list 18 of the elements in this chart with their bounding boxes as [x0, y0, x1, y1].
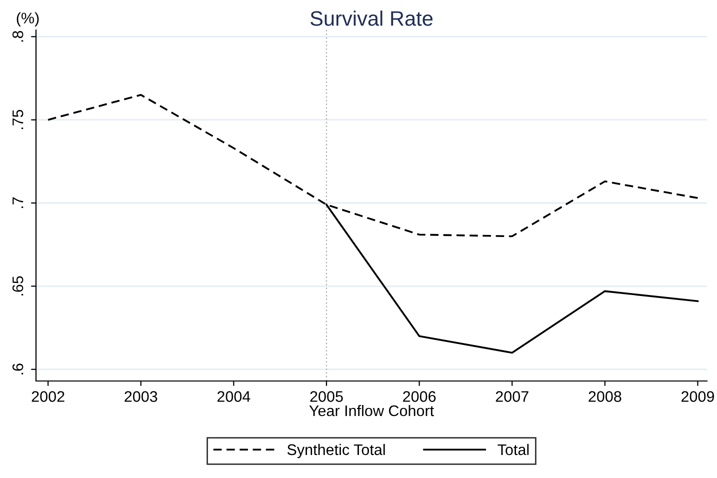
x-tick-label: 2007 — [496, 391, 528, 402]
x-tick-label: 2002 — [32, 391, 64, 402]
x-tick-label: 2008 — [588, 391, 622, 402]
x-tick-label: 2003 — [124, 391, 158, 402]
x-tick-label: 2004 — [217, 391, 250, 402]
x-axis-title: Year Inflow Cohort — [309, 404, 434, 416]
y-tick-label: .7 — [12, 197, 24, 208]
x-tick-label: 2006 — [403, 391, 436, 402]
y-tick-label: .8 — [12, 30, 24, 42]
chart-title: Survival Rate — [310, 10, 433, 26]
y-axis-title: (%) — [16, 12, 39, 26]
legend-label: Synthetic Total — [287, 444, 385, 458]
x-tick-label: 2005 — [310, 391, 343, 402]
y-tick-label: .65 — [12, 276, 24, 296]
legend-label: Total — [498, 444, 529, 456]
y-tick-label: .75 — [12, 110, 24, 130]
y-tick-label: .6 — [12, 364, 24, 374]
x-tick-label: 2009 — [681, 391, 714, 402]
